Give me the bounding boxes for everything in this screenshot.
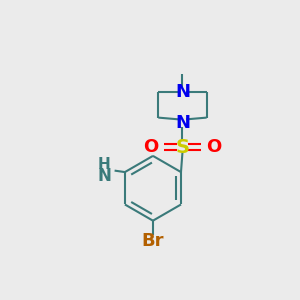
- Text: Br: Br: [142, 232, 164, 250]
- Text: N: N: [175, 83, 190, 101]
- Text: O: O: [206, 138, 222, 156]
- Text: O: O: [143, 138, 159, 156]
- Text: N: N: [97, 167, 111, 185]
- Text: H: H: [98, 157, 111, 172]
- Text: N: N: [175, 114, 190, 132]
- Text: S: S: [176, 138, 190, 157]
